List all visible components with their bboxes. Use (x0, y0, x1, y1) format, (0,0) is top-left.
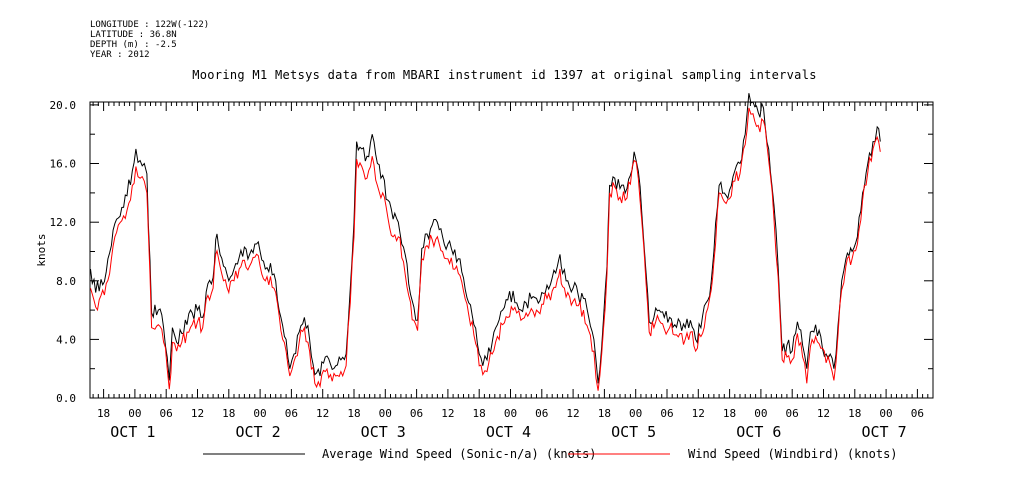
y-tick-label: 0.0 (56, 392, 76, 405)
x-tick-label: 06 (786, 407, 799, 420)
latitude-text: LATITUDE : 36.8N (90, 30, 177, 40)
x-tick-label: 18 (598, 407, 611, 420)
x-tick-label: 00 (629, 407, 642, 420)
series-line-windbird (90, 107, 881, 391)
longitude-text: LONGITUDE : 122W(-122) (90, 20, 210, 30)
x-tick-label: 00 (754, 407, 767, 420)
x-date-label: OCT 5 (611, 423, 656, 441)
chart-title: Mooring M1 Metsys data from MBARI instru… (192, 68, 817, 82)
depth-text: DEPTH (m) : -2.5 (90, 40, 177, 50)
x-tick-label: 18 (222, 407, 235, 420)
x-tick-label: 00 (128, 407, 141, 420)
x-tick-label: 00 (504, 407, 517, 420)
x-tick-label: 18 (97, 407, 110, 420)
series-line-sonic (90, 93, 881, 384)
y-tick-label: 12.0 (50, 216, 77, 229)
x-tick-label: 06 (285, 407, 298, 420)
x-tick-label: 12 (191, 407, 204, 420)
year-text: YEAR : 2012 (90, 50, 150, 60)
x-tick-label: 06 (660, 407, 673, 420)
x-tick-label: 18 (347, 407, 360, 420)
x-date-label: OCT 2 (235, 423, 280, 441)
x-tick-label: 12 (316, 407, 329, 420)
y-tick-label: 20.0 (50, 99, 77, 112)
x-tick-label: 06 (410, 407, 423, 420)
x-date-label: OCT 3 (361, 423, 406, 441)
x-date-label: OCT 7 (861, 423, 906, 441)
metadata-block: LONGITUDE : 122W(-122) LATITUDE : 36.8N … (90, 20, 209, 60)
x-tick-label: 18 (723, 407, 736, 420)
legend-label: Average Wind Speed (Sonic-n/a) (knots) (322, 447, 597, 461)
y-tick-label: 8.0 (56, 275, 76, 288)
x-tick-label: 00 (879, 407, 892, 420)
x-tick-label: 06 (160, 407, 173, 420)
plot-frame (89, 101, 934, 399)
y-tick-label: 4.0 (56, 333, 76, 346)
y-axis-label: knots (35, 233, 48, 266)
x-date-label: OCT 6 (736, 423, 781, 441)
x-tick-label: 00 (379, 407, 392, 420)
x-tick-label: 06 (535, 407, 548, 420)
x-tick-label: 00 (253, 407, 266, 420)
x-date-label: OCT 1 (110, 423, 155, 441)
x-tick-label: 06 (911, 407, 924, 420)
x-tick-label: 12 (441, 407, 454, 420)
x-tick-label: 18 (473, 407, 486, 420)
y-tick-label: 16.0 (50, 158, 77, 171)
x-tick-label: 18 (848, 407, 861, 420)
x-tick-label: 12 (692, 407, 705, 420)
x-tick-label: 12 (566, 407, 579, 420)
x-date-label: OCT 4 (486, 423, 531, 441)
x-tick-label: 12 (817, 407, 830, 420)
legend-label: Wind Speed (Windbird) (knots) (688, 447, 898, 461)
